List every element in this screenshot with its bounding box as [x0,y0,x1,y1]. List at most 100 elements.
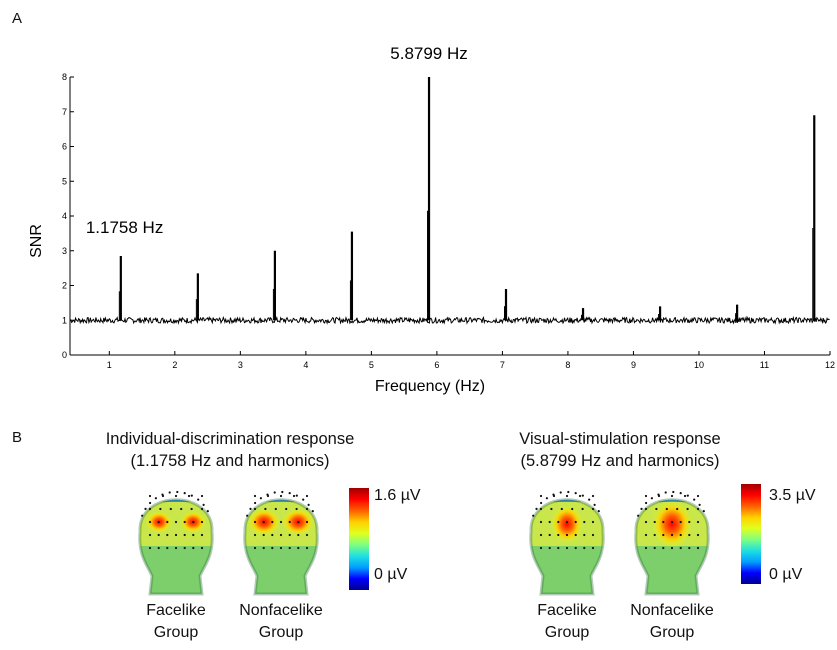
electrode-dot [297,520,300,524]
electrode-dot [206,510,209,513]
electrode-dot [279,494,283,498]
x-tick-label: 5 [369,360,374,370]
electrode-dot [183,546,186,550]
electrode-dot [279,546,283,550]
electrode-dot [696,546,700,550]
x-tick-label: 8 [565,360,570,370]
electrode-dot [670,546,674,550]
electrode-dot [307,503,310,506]
electrode-dot [305,507,309,511]
electrode-dot [679,546,682,550]
electrode-dot [262,533,265,537]
electrode-dot [174,494,178,498]
head-topomap [634,490,710,596]
left-map-title: Individual-discrimination response (1.17… [45,428,415,472]
y-tick-label: 7 [62,107,67,117]
electrode-dot [670,520,674,524]
electrode-dot [581,507,584,511]
electrode-dot [676,507,679,511]
electrode-dot [190,494,193,497]
electrode-dot [532,514,535,517]
electrode-dot [597,510,600,513]
electrode-dot [640,507,643,510]
left-colorbar-max-label: 1.6 µV [374,487,421,504]
right-map-title-line2: (5.8799 Hz and harmonics) [520,452,720,470]
left-map-title-line1: Individual-discrimination response [105,430,355,448]
electrode-dot [565,546,569,550]
electrode-dot [190,507,193,511]
snr-baseline-trace [69,315,830,325]
left-head-1-label: Facelike Group [116,600,236,644]
electrode-dot [180,507,183,511]
electrode-dot [670,533,674,537]
electrode-dot [176,490,179,494]
electrode-dot [253,494,257,498]
electrode-dot [274,507,277,511]
x-tick-label: 6 [434,360,439,370]
electrode-dot [686,507,689,511]
electrode-dot [644,507,648,511]
x-tick-label: 2 [172,360,177,370]
left-head-2-label: Nonfacelike Group [221,600,341,644]
electrode-dot [591,507,595,511]
y-tick-label: 0 [62,350,67,360]
y-tick-label: 1 [62,315,67,325]
panel-letter-b: B [12,429,23,446]
left-head-2-label-line1: Nonfacelike [239,602,323,619]
electrode-dot [559,491,562,494]
electrode-dot [557,546,560,550]
y-tick-label: 6 [62,142,67,152]
left-map-title-line2: (1.1758 Hz and harmonics) [130,452,330,470]
electrode-dot [696,494,700,498]
left-head-1-label-line1: Facelike [146,602,206,619]
electrode-dot [141,514,144,517]
electrode-dot [305,533,309,537]
electrode-dot [305,494,309,498]
electrode-dot [644,520,648,524]
electrode-dot [662,520,665,524]
electrode-dot [297,533,300,537]
electrode-dot [159,507,162,511]
electrode-dot [279,520,283,524]
electrode-dot [548,546,551,550]
electrode-dot [583,546,586,550]
electrode-dot [548,533,551,537]
electrode-dot [637,514,640,517]
electrode-dot [560,507,563,511]
electrode-dot [271,546,274,550]
electrode-dot [574,533,577,537]
electrode-dot [557,520,560,524]
electrode-dot [157,520,160,524]
electrode-dot [565,494,569,498]
peak-annotation-2: 5.8799 Hz [390,44,468,63]
electrode-dot [670,494,674,498]
electrode-dot [197,498,200,501]
electrode-dot [650,497,654,500]
electrode-dot [662,533,665,537]
electrode-dot [271,520,274,524]
electrode-dot [696,533,700,537]
x-axis-title: Frequency (Hz) [375,378,485,395]
electrode-dot [591,546,595,550]
electrode-dot [593,503,596,506]
electrode-dot [302,498,305,501]
electrode-dot [311,510,314,513]
electrode-dot [192,546,195,550]
x-tick-label: 4 [303,360,308,370]
left-head-2-label-line2: Group [258,624,304,641]
right-map-title-line1: Visual-stimulation response [519,430,721,448]
electrode-dot [200,533,204,537]
electrode-dot [169,507,172,511]
electrode-dot [297,546,300,550]
electrode-dot [644,494,648,498]
electrode-dot [574,546,577,550]
head-topomap [243,490,319,596]
electrode-dot [288,492,291,495]
electrode-dot [166,546,169,550]
x-tick-label: 10 [694,360,704,370]
electrode-dot [696,520,700,524]
electrode-dot [550,507,553,511]
electrode-dot [535,507,538,510]
electrode-dot [288,546,291,550]
x-tick-label: 9 [631,360,636,370]
